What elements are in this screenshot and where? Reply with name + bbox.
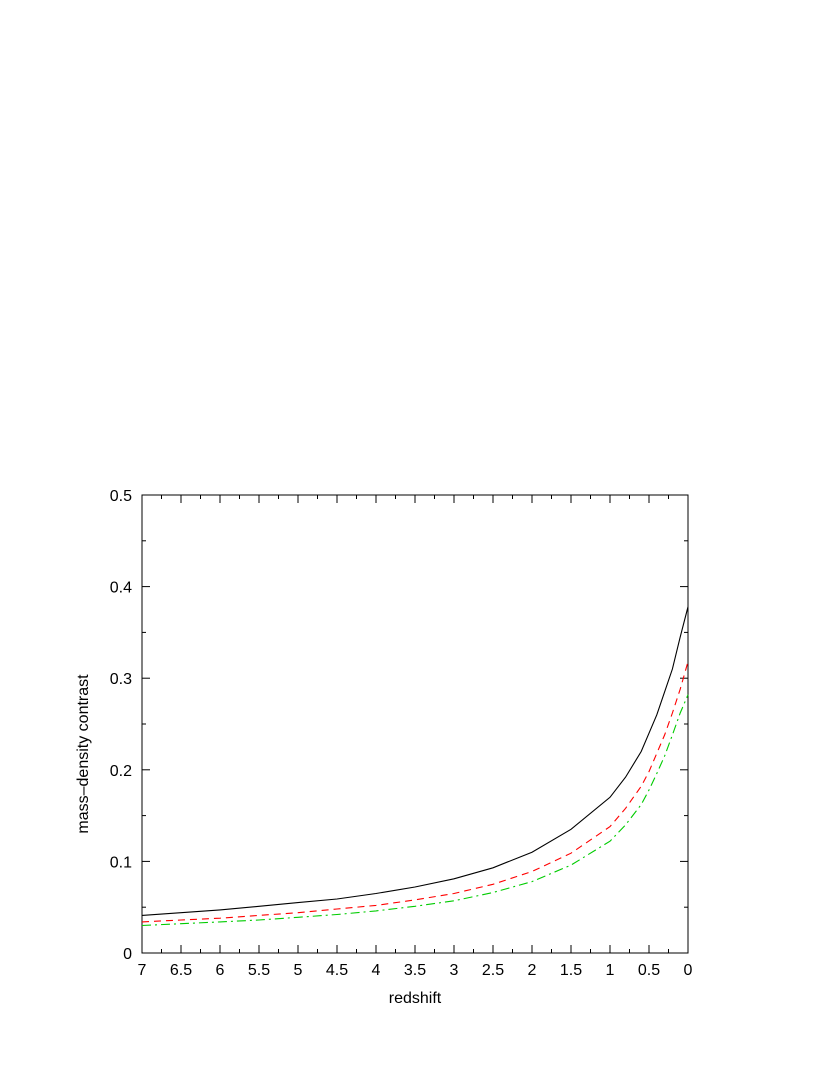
series-line-dashdot xyxy=(141,694,689,927)
y-tick-label: 0.2 xyxy=(110,763,132,780)
y-tick-label: 0.5 xyxy=(110,488,132,505)
y-tick-label: 0.3 xyxy=(110,671,132,688)
x-tick-label: 0.5 xyxy=(638,962,660,979)
y-tick-label: 0.1 xyxy=(110,854,132,871)
x-tick-label: 0 xyxy=(684,962,693,979)
y-axis-label: mass–density contrast xyxy=(75,674,92,834)
x-tick-label: 5.5 xyxy=(248,962,270,979)
x-tick-label: 1.5 xyxy=(560,962,582,979)
x-tick-label: 6.5 xyxy=(170,962,192,979)
y-tick-label: 0.4 xyxy=(110,580,132,597)
y-tick-label: 0 xyxy=(123,946,132,963)
x-axis-label: redshift xyxy=(389,990,442,1007)
x-tick-label: 2 xyxy=(528,962,537,979)
x-tick-label: 3.5 xyxy=(404,962,426,979)
ticks xyxy=(141,494,689,954)
series-line-solid xyxy=(141,606,689,916)
x-tick-label: 4 xyxy=(372,962,381,979)
x-tick-label: 5 xyxy=(294,962,303,979)
x-tick-label: 4.5 xyxy=(326,962,348,979)
x-tick-label: 7 xyxy=(138,962,147,979)
x-tick-label: 2.5 xyxy=(482,962,504,979)
series-group xyxy=(141,606,689,927)
plot-frame xyxy=(141,494,689,954)
x-tick-label: 1 xyxy=(606,962,615,979)
x-tick-label: 6 xyxy=(216,962,225,979)
x-tick-label: 3 xyxy=(450,962,459,979)
tick-labels: 7 6.5 6 5.5 5 4.5 4 3.5 3 2.5 2 1.5 1 0.5 0 0 0.1 0.2 0.3 0… xyxy=(110,488,693,979)
series-line-dashed xyxy=(141,661,689,923)
